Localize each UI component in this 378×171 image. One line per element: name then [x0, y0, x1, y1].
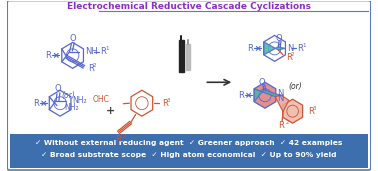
- Polygon shape: [254, 82, 276, 108]
- Text: R: R: [33, 99, 39, 108]
- Text: R: R: [162, 99, 168, 108]
- Text: Electrochemical Reductive Cascade Cyclizations: Electrochemical Reductive Cascade Cycliz…: [67, 3, 311, 11]
- Text: 1: 1: [302, 43, 306, 48]
- Polygon shape: [254, 89, 281, 102]
- Bar: [180, 40, 184, 72]
- Text: O: O: [259, 78, 265, 87]
- Text: R: R: [100, 47, 106, 56]
- Text: R: R: [88, 64, 94, 73]
- Text: 2: 2: [93, 63, 96, 68]
- FancyBboxPatch shape: [10, 134, 368, 168]
- Text: R: R: [278, 121, 284, 130]
- Text: R: R: [308, 107, 314, 116]
- Text: NH₂: NH₂: [72, 96, 87, 105]
- Text: N: N: [287, 44, 293, 53]
- Text: +: +: [105, 106, 115, 116]
- Text: R: R: [297, 44, 303, 53]
- Text: R: R: [286, 53, 292, 62]
- Text: R: R: [248, 44, 253, 53]
- Text: R: R: [238, 91, 244, 100]
- Bar: [186, 44, 190, 70]
- Text: 2: 2: [286, 120, 290, 125]
- Text: N: N: [277, 89, 284, 98]
- Text: ✓ Without external reducing agent  ✓ Greener approach  ✓ 42 examples: ✓ Without external reducing agent ✓ Gree…: [35, 140, 343, 146]
- Text: (or): (or): [289, 82, 303, 91]
- Text: ✓ Broad substrate scope  ✓ High atom economical  ✓ Up to 90% yield: ✓ Broad substrate scope ✓ High atom econ…: [41, 152, 337, 158]
- Polygon shape: [264, 42, 285, 55]
- Text: O: O: [55, 84, 61, 93]
- Polygon shape: [283, 99, 303, 123]
- Text: (or): (or): [61, 91, 75, 100]
- Text: R: R: [46, 51, 51, 60]
- Text: 2: 2: [291, 52, 294, 57]
- Text: R: R: [115, 135, 121, 144]
- Text: O: O: [276, 34, 282, 43]
- Text: NH₂: NH₂: [65, 103, 79, 112]
- Text: NH: NH: [85, 47, 98, 56]
- Text: 1: 1: [105, 46, 108, 51]
- FancyBboxPatch shape: [7, 1, 371, 170]
- Text: 3: 3: [313, 106, 316, 111]
- Text: O: O: [69, 34, 76, 43]
- Polygon shape: [275, 95, 289, 112]
- Text: N: N: [277, 94, 284, 103]
- Text: OHC: OHC: [93, 95, 110, 104]
- Text: 3: 3: [167, 98, 170, 103]
- Text: 2: 2: [123, 134, 127, 139]
